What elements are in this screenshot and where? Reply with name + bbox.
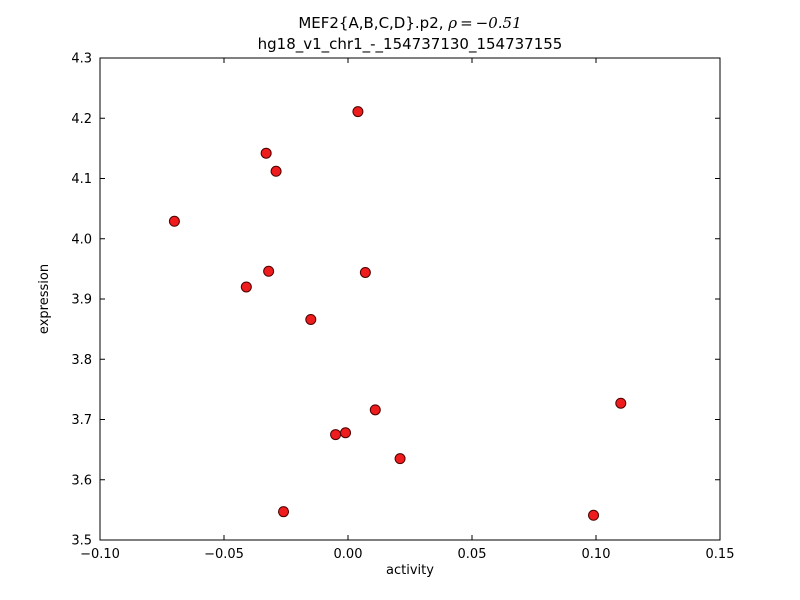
chart-subtitle: hg18_v1_chr1_-_154737130_154737155	[258, 35, 563, 54]
scatter-point	[588, 509, 600, 521]
y-tick-label: 4.0	[71, 232, 92, 247]
scatter-point	[168, 215, 180, 227]
x-tick-label: 0.15	[706, 547, 735, 562]
y-tick-label: 3.5	[71, 534, 92, 549]
x-tick-label: −0.10	[80, 547, 120, 562]
plot-frame	[99, 57, 721, 541]
scatter-point	[330, 429, 342, 441]
scatter-point	[263, 265, 275, 277]
y-tick-label: 4.2	[71, 112, 92, 127]
scatter-point	[340, 427, 352, 439]
scatter-point	[305, 313, 317, 325]
chart-title: MEF2{A,B,C,D}.p2, ρ = −0.51	[298, 14, 521, 32]
y-tick-label: 3.8	[71, 353, 92, 368]
chart-title-rho: ρ = −0.51	[447, 14, 521, 32]
scatter-point	[278, 506, 290, 518]
y-tick-label: 4.1	[71, 172, 92, 187]
scatter-point	[240, 281, 252, 293]
y-tick-label: 4.3	[71, 52, 92, 67]
y-tick-label: 3.6	[71, 473, 92, 488]
scatter-point	[352, 106, 364, 118]
x-tick-label: −0.05	[204, 547, 244, 562]
data-points	[168, 106, 627, 521]
scatter-point	[615, 397, 627, 409]
y-tick-label: 3.7	[71, 413, 92, 428]
y-tick-label: 3.9	[71, 293, 92, 308]
x-axis-label: activity	[386, 563, 434, 578]
x-axis-ticks: −0.10 −0.05 0.00 0.05 0.10 0.15	[80, 58, 734, 562]
x-tick-label: 0.10	[582, 547, 611, 562]
scatter-point	[369, 404, 381, 416]
x-tick-label: 0.05	[458, 547, 487, 562]
y-axis-label: expression	[37, 264, 52, 334]
y-axis-ticks: 3.5 3.6 3.7 3.8 3.9 4.0 4.1 4.2 4.3	[71, 52, 720, 549]
chart-title-text: MEF2{A,B,C,D}.p2,	[298, 14, 448, 32]
scatter-point	[359, 266, 371, 278]
scatter-point	[394, 453, 406, 465]
scatter-point	[270, 165, 282, 177]
x-tick-label: 0.00	[334, 547, 363, 562]
scatter-point	[260, 147, 272, 159]
